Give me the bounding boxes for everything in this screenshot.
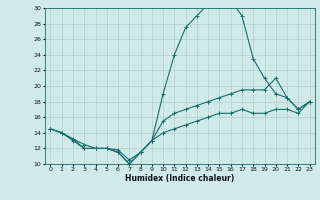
X-axis label: Humidex (Indice chaleur): Humidex (Indice chaleur) xyxy=(125,174,235,183)
